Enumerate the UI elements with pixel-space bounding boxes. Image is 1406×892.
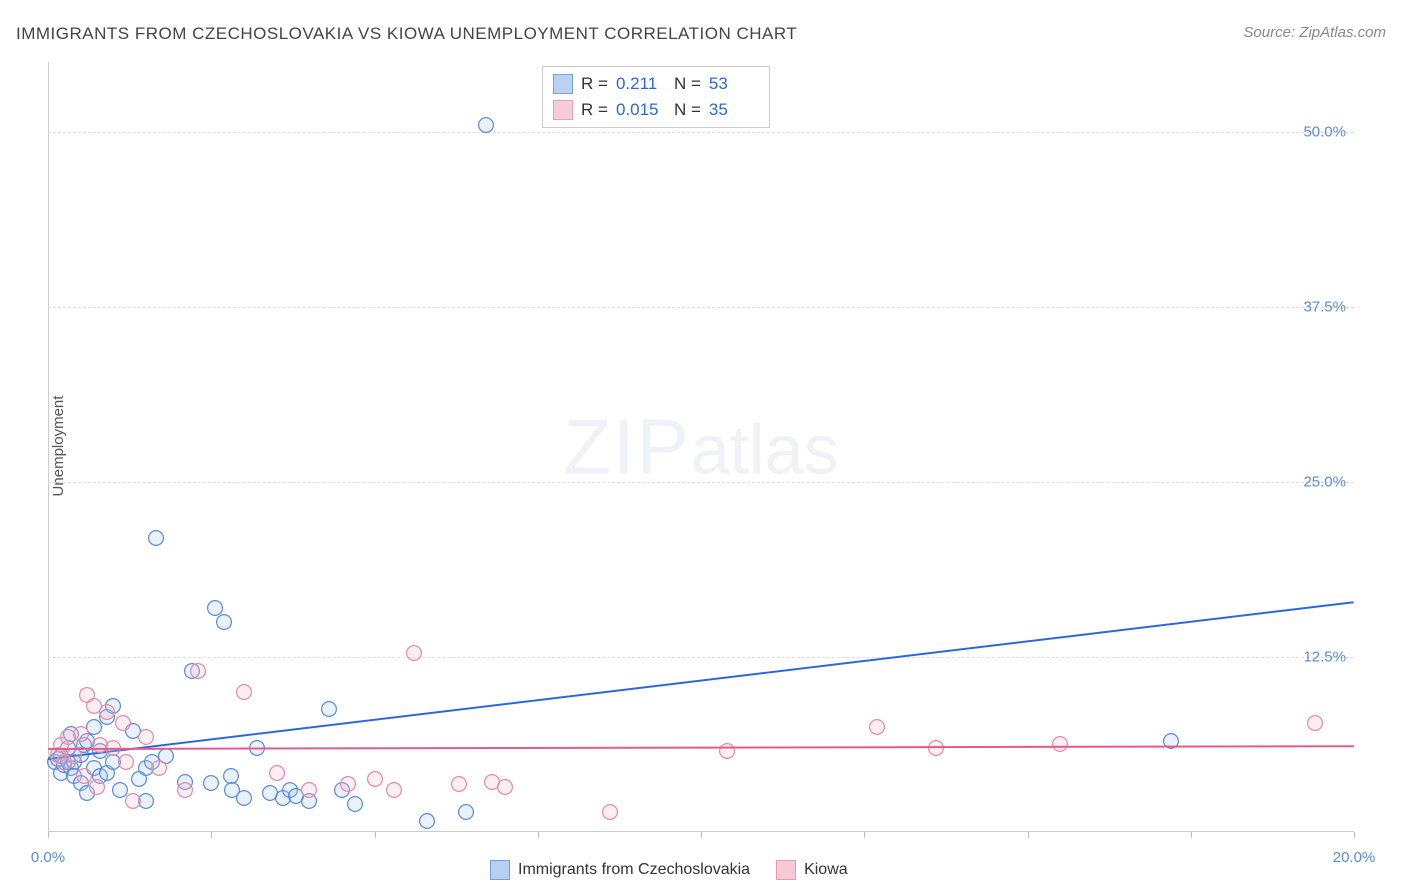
data-point [115, 715, 131, 731]
data-point [190, 663, 206, 679]
legend-swatch [776, 860, 796, 880]
data-point [321, 701, 337, 717]
y-tick-label: 50.0% [1303, 124, 1346, 141]
data-point [73, 726, 89, 742]
data-point [125, 793, 141, 809]
trend-line [48, 745, 1354, 750]
data-point [301, 782, 317, 798]
data-point [151, 760, 167, 776]
source-label: Source: ZipAtlas.com [1243, 24, 1386, 41]
data-point [367, 771, 383, 787]
chart-title: IMMIGRANTS FROM CZECHOSLOVAKIA VS KIOWA … [16, 24, 797, 44]
data-point [497, 779, 513, 795]
x-tick-mark [375, 832, 376, 838]
data-point [458, 804, 474, 820]
data-point [89, 779, 105, 795]
data-point [236, 684, 252, 700]
data-point [138, 729, 154, 745]
data-point [118, 754, 134, 770]
y-tick-label: 25.0% [1303, 474, 1346, 491]
data-point [602, 804, 618, 820]
data-point [869, 719, 885, 735]
data-point [1307, 715, 1323, 731]
x-tick-mark [701, 832, 702, 838]
legend-swatch [553, 74, 573, 94]
data-point [216, 614, 232, 630]
data-point [66, 748, 82, 764]
x-tick-mark [48, 832, 49, 838]
legend-label: Immigrants from Czechoslovakia [518, 861, 750, 879]
data-point [203, 775, 219, 791]
data-point [478, 117, 494, 133]
trend-line [48, 601, 1354, 760]
legend-row: R =0.015N =35 [553, 97, 759, 123]
x-tick-mark [1028, 832, 1029, 838]
legend-row: R =0.211N =53 [553, 71, 759, 97]
stats-legend: R =0.211N =53R =0.015N =35 [542, 66, 770, 128]
legend-item: Kiowa [776, 860, 848, 880]
data-point [451, 776, 467, 792]
y-axis [48, 62, 49, 832]
x-tick-mark [864, 832, 865, 838]
legend-swatch [553, 100, 573, 120]
data-point [1052, 736, 1068, 752]
gridline [48, 307, 1354, 308]
y-tick-label: 12.5% [1303, 649, 1346, 666]
x-tick-mark [1191, 832, 1192, 838]
x-tick-mark [538, 832, 539, 838]
gridline [48, 657, 1354, 658]
legend-label: Kiowa [804, 861, 848, 879]
series-legend: Immigrants from Czechoslovakia Kiowa [490, 860, 848, 880]
data-point [406, 645, 422, 661]
x-tick-label: 0.0% [31, 849, 65, 866]
data-point [177, 782, 193, 798]
x-tick-mark [211, 832, 212, 838]
data-point [719, 743, 735, 759]
data-point [419, 813, 435, 829]
watermark: ZIPatlas [563, 402, 838, 493]
y-tick-label: 37.5% [1303, 299, 1346, 316]
data-point [148, 530, 164, 546]
data-point [99, 704, 115, 720]
data-point [347, 796, 363, 812]
data-point [269, 765, 285, 781]
data-point [386, 782, 402, 798]
chart-container: IMMIGRANTS FROM CZECHOSLOVAKIA VS KIOWA … [0, 0, 1406, 892]
legend-item: Immigrants from Czechoslovakia [490, 860, 750, 880]
x-tick-mark [1354, 832, 1355, 838]
gridline [48, 132, 1354, 133]
legend-swatch [490, 860, 510, 880]
data-point [236, 790, 252, 806]
gridline [48, 482, 1354, 483]
data-point [340, 776, 356, 792]
x-tick-label: 20.0% [1333, 849, 1376, 866]
plot-area: ZIPatlas 12.5%25.0%37.5%50.0%0.0%20.0% [48, 62, 1354, 832]
